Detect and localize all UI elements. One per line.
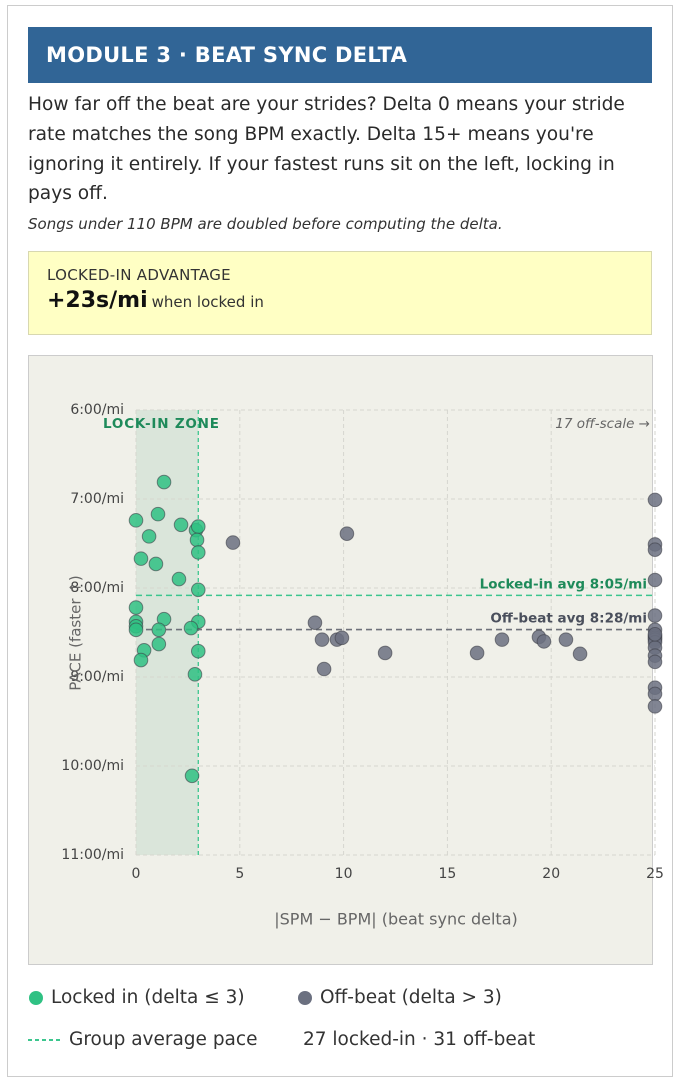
point [133, 652, 149, 668]
point [225, 535, 241, 550]
point [173, 517, 189, 533]
x-tick-label: 20 [542, 866, 560, 882]
description: How far off the beat are your strides? D… [28, 94, 625, 205]
y-tick-label: 9:00/mi [70, 669, 124, 685]
point [184, 768, 200, 784]
point [647, 654, 663, 670]
callout-suffix: when locked in [151, 293, 264, 311]
point [536, 634, 552, 649]
card [7, 5, 673, 1077]
point [141, 529, 157, 544]
point [314, 632, 330, 647]
chart-box [28, 355, 653, 965]
y-tick-label: 7:00/mi [70, 491, 124, 507]
note: Songs under 110 BPM are doubled before c… [28, 215, 503, 233]
legend-swatch [298, 991, 312, 1005]
point [647, 608, 663, 623]
point [558, 632, 574, 647]
x-tick-label: 10 [335, 866, 353, 882]
callout-label: LOCKED-IN ADVANTAGE [47, 266, 231, 284]
y-axis-title: PACE (faster ↑) [67, 575, 85, 690]
point [647, 686, 663, 702]
zone-label: LOCK-IN ZONE [103, 416, 220, 432]
callout-number: +23s/mi [47, 288, 148, 313]
chart: 0 5 10 15 20 25 6:00/mi 7:00/mi 8:00/mi 9:00/mi 10… [28, 402, 664, 1050]
legend-counts: 27 locked-in · 31 off-beat [303, 1029, 535, 1050]
point [339, 526, 355, 542]
point [469, 645, 485, 661]
point [151, 622, 167, 638]
point [148, 556, 164, 572]
point [647, 699, 663, 714]
y-tick-label: 11:00/mi [61, 847, 124, 863]
off-scale-note: 17 off-scale → [555, 416, 650, 432]
legend-label: Locked in (delta ≤ 3) [51, 987, 245, 1008]
x-tick-label: 5 [235, 866, 244, 882]
legend-label: Group average pace [69, 1029, 257, 1050]
point [647, 626, 663, 642]
point [156, 474, 172, 490]
point [190, 582, 206, 598]
point [133, 551, 149, 566]
legend-label: Off-beat (delta > 3) [320, 987, 502, 1008]
point [647, 572, 663, 588]
average-label: Locked-in avg 8:05/mi [480, 576, 647, 592]
point [151, 636, 167, 652]
point [190, 519, 206, 534]
point [307, 615, 323, 631]
x-tick-label: 25 [646, 866, 664, 882]
point [316, 661, 332, 677]
average-label: Off-beat avg 8:28/mi [490, 611, 647, 627]
callout: LOCKED-IN ADVANTAGE +23s/mi when locked i… [28, 251, 652, 335]
point [190, 545, 206, 560]
point [190, 643, 206, 659]
y-tick-label: 8:00/mi [70, 580, 124, 596]
point [150, 506, 166, 522]
point [334, 630, 350, 646]
point [647, 542, 663, 558]
point [187, 667, 203, 682]
point [183, 620, 199, 636]
x-tick-label: 15 [438, 866, 456, 882]
y-tick-label: 6:00/mi [70, 402, 124, 418]
point [647, 492, 663, 508]
callout-value: +23s/mi when locked in [47, 288, 633, 313]
point [128, 622, 144, 638]
point [128, 600, 144, 615]
y-tick-label: 10:00/mi [61, 758, 124, 774]
point [171, 571, 187, 587]
x-tick-label: 0 [132, 866, 141, 882]
point [189, 532, 205, 548]
point [128, 513, 144, 528]
x-axis-title: |SPM − BPM| (beat sync delta) [274, 910, 517, 929]
point [494, 632, 510, 647]
legend-swatch [29, 991, 43, 1005]
point [572, 646, 588, 662]
point [377, 645, 393, 661]
module-title: MODULE 3 · BEAT SYNC DELTA [28, 27, 652, 83]
